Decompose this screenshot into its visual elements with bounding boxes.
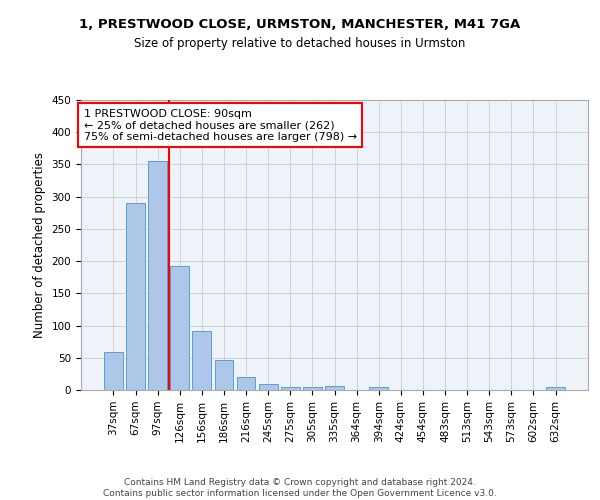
Bar <box>170 266 189 390</box>
Bar <box>281 387 299 390</box>
Bar <box>193 332 211 390</box>
Bar <box>104 352 123 390</box>
Bar <box>148 161 167 390</box>
Bar <box>325 386 344 390</box>
Bar <box>126 203 145 390</box>
Bar <box>236 377 256 390</box>
Text: Contains HM Land Registry data © Crown copyright and database right 2024.
Contai: Contains HM Land Registry data © Crown c… <box>103 478 497 498</box>
Text: 1, PRESTWOOD CLOSE, URMSTON, MANCHESTER, M41 7GA: 1, PRESTWOOD CLOSE, URMSTON, MANCHESTER,… <box>79 18 521 30</box>
Bar <box>259 384 278 390</box>
Bar <box>303 387 322 390</box>
Bar <box>546 387 565 390</box>
Y-axis label: Number of detached properties: Number of detached properties <box>33 152 46 338</box>
Text: Size of property relative to detached houses in Urmston: Size of property relative to detached ho… <box>134 38 466 51</box>
Bar <box>215 360 233 390</box>
Text: 1 PRESTWOOD CLOSE: 90sqm
← 25% of detached houses are smaller (262)
75% of semi-: 1 PRESTWOOD CLOSE: 90sqm ← 25% of detach… <box>83 108 356 142</box>
Bar <box>370 387 388 390</box>
